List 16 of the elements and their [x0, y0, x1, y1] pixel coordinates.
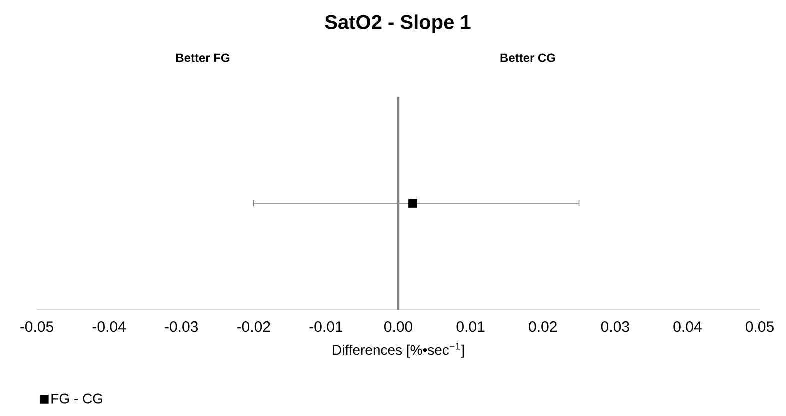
text: Better CG — [500, 54, 556, 62]
x-tick-label: -0.02 — [237, 322, 270, 332]
x-tick-label: -0.03 — [165, 322, 198, 332]
x-axis-title: Differences [%•sec$^{−1}$] — [333, 343, 464, 358]
chart-title: SatO2 - Slope 1 — [325, 14, 471, 34]
x-tick-label: -0.05 — [20, 322, 54, 332]
x-tick-label: -0.01 — [310, 322, 343, 332]
x-tick-label: 0.00 — [384, 322, 413, 332]
x-tick-label: 0.05 — [746, 322, 774, 332]
x-tick-label: 0.02 — [529, 322, 557, 332]
text: Better FG — [176, 54, 230, 62]
x-tick-label: 0.01 — [456, 322, 485, 332]
legend-label: FG - CG — [52, 394, 102, 404]
x-tick-label: 0.04 — [674, 322, 702, 332]
x-tick-label: -0.04 — [92, 322, 126, 332]
x-tick-label: 0.03 — [601, 322, 630, 332]
